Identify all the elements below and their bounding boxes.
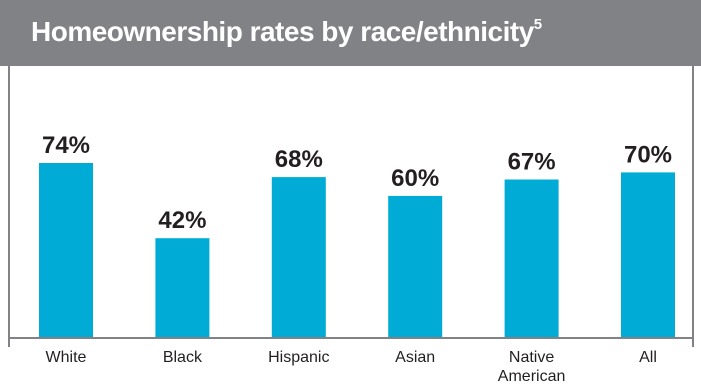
value-label-2: 68% — [275, 146, 323, 173]
category-label-0: White — [46, 349, 87, 366]
frame-right-border — [692, 66, 694, 347]
category-label-1: Black — [163, 349, 203, 366]
bar-5 — [621, 172, 675, 337]
bar-1 — [155, 238, 210, 337]
category-label-2: Hispanic — [268, 349, 329, 366]
chart-title: Homeownership rates by race/ethnicity5 — [31, 14, 542, 50]
value-label-1: 42% — [158, 207, 206, 234]
value-labels-layer: 74% 42% 68% 60% 67% 70% — [42, 132, 672, 234]
bars-layer — [39, 163, 675, 337]
footnote-marker: 5 — [533, 16, 543, 33]
value-label-4: 67% — [508, 149, 556, 176]
value-label-5: 70% — [624, 141, 672, 168]
category-labels-layer: White Black Hispanic Asian Native American All — [46, 349, 657, 385]
category-label-4-line-0: Native — [509, 349, 554, 366]
chart-title-text: Homeownership rates by race/ethnicity — [31, 16, 534, 47]
category-label-3: Asian — [395, 349, 435, 366]
category-label-5: All — [639, 349, 657, 366]
chart-header: Homeownership rates by race/ethnicity5 — [0, 0, 701, 66]
value-label-3: 60% — [391, 165, 439, 192]
bar-0 — [39, 163, 93, 337]
value-label-0: 74% — [42, 132, 90, 159]
category-label-4-line-1: American — [498, 368, 566, 385]
bar-4 — [504, 179, 559, 337]
bar-2 — [271, 177, 326, 337]
frame-left-border — [8, 66, 10, 347]
bar-3 — [388, 195, 443, 337]
